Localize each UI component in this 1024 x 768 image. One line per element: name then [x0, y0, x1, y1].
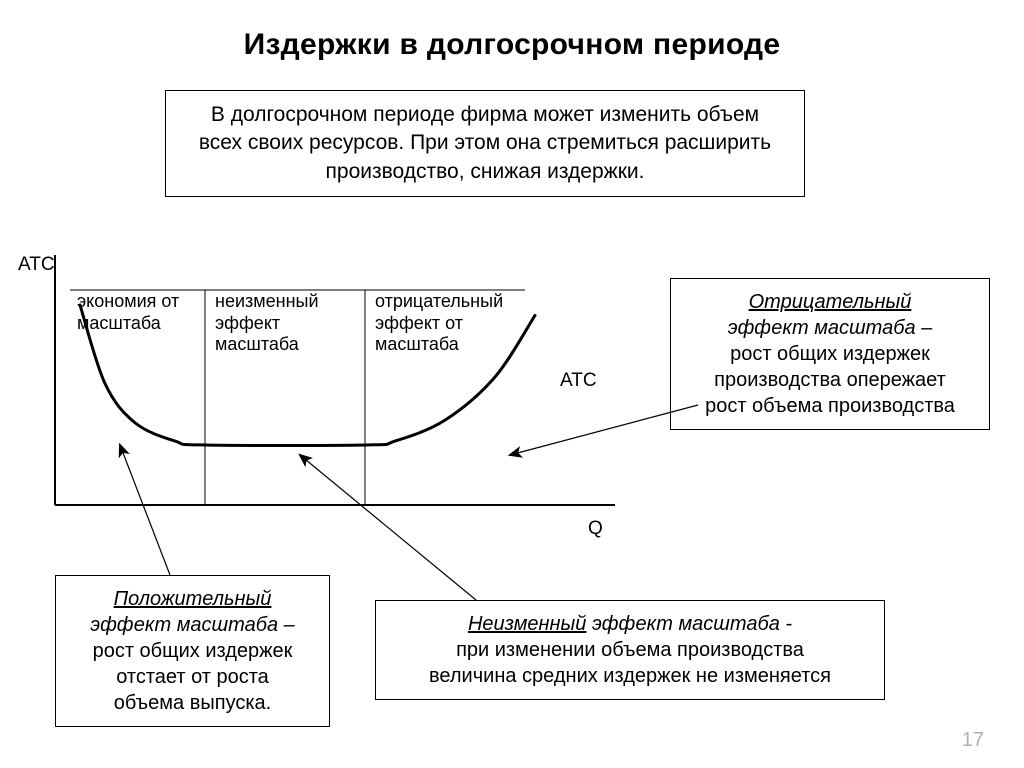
- callout-constant-head: Неизменный: [468, 613, 586, 635]
- x-axis-label: Q: [588, 518, 603, 540]
- callout-constant-t1: при изменении объема производства: [456, 639, 804, 661]
- callout-positive-head: Положительный: [114, 588, 272, 610]
- page-title: Издержки в долгосрочном периоде: [0, 28, 1024, 62]
- region-label-negative: отрицательныйэффект отмасштаба: [375, 291, 503, 356]
- callout-negative-t4: рост объема производства: [705, 395, 955, 417]
- callout-positive: Положительный эффект масштаба – рост общ…: [55, 575, 330, 727]
- atc-chart: экономия отмасштаба неизменныйэффектмасшт…: [15, 255, 635, 545]
- callout-constant: Неизменный эффект масштаба - при изменен…: [375, 600, 885, 700]
- page-number: 17: [962, 729, 984, 752]
- callout-negative-t3: производства опережает: [714, 369, 946, 391]
- callout-negative-head: Отрицательный: [749, 291, 912, 313]
- callout-negative-t1: эффект масштаба –: [728, 317, 933, 339]
- callout-constant-head-tail: эффект масштаба -: [586, 613, 792, 635]
- callout-negative-t2: рост общих издержек: [730, 343, 930, 365]
- callout-positive-t2: рост общих издержек: [93, 640, 293, 662]
- intro-box: В долгосрочном периоде фирма может измен…: [165, 90, 805, 197]
- callout-constant-t2: величина средних издержек не изменяется: [429, 665, 831, 687]
- region-label-constant: неизменныйэффектмасштаба: [215, 291, 319, 356]
- callout-positive-t1: эффект масштаба –: [90, 614, 295, 636]
- callout-negative: Отрицательный эффект масштаба – рост общ…: [670, 278, 990, 430]
- curve-label: ATC: [560, 370, 597, 392]
- y-axis-label: ATC: [18, 254, 55, 276]
- region-label-economy: экономия отмасштаба: [77, 291, 179, 334]
- callout-positive-t3: отстает от роста: [116, 666, 269, 688]
- callout-positive-t4: объема выпуска.: [114, 692, 271, 714]
